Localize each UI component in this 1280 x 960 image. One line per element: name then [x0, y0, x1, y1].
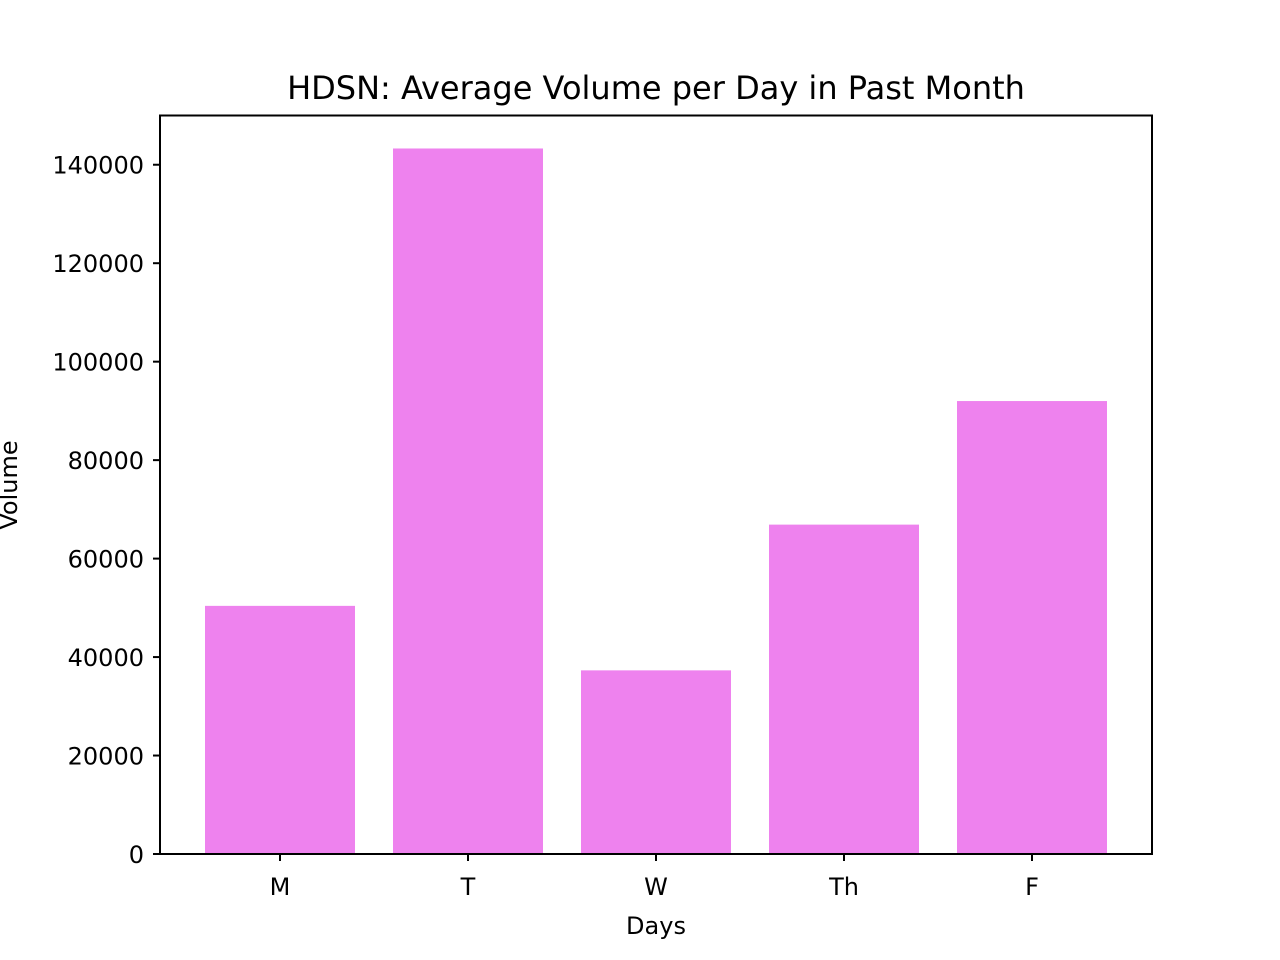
bar-t	[393, 148, 543, 854]
y-axis-label: Volume	[0, 440, 23, 529]
y-tick-label: 120000	[52, 250, 144, 278]
y-axis: 0 20000 40000 60000 80000 100000 120000 140000	[52, 152, 160, 869]
x-axis: M T W Th F	[270, 854, 1039, 901]
y-tick-label: 0	[129, 841, 144, 869]
bar-f	[957, 401, 1107, 854]
y-tick-label: 80000	[68, 447, 144, 475]
y-tick-label: 100000	[52, 349, 144, 377]
bars-group	[205, 148, 1107, 854]
x-tick-label: W	[644, 873, 668, 901]
y-tick-label: 60000	[68, 546, 144, 574]
bar-m	[205, 605, 355, 854]
bar-th	[769, 524, 919, 854]
x-tick-label: T	[460, 873, 476, 901]
chart-title: HDSN: Average Volume per Day in Past Mon…	[287, 69, 1025, 107]
y-tick-label: 140000	[52, 152, 144, 180]
bar-w	[581, 670, 731, 854]
y-tick-label: 20000	[68, 743, 144, 771]
plot-frame	[159, 114, 1153, 855]
y-tick-label: 40000	[68, 644, 144, 672]
x-tick-label: Th	[828, 873, 859, 901]
x-tick-label: F	[1025, 873, 1039, 901]
x-tick-label: M	[270, 873, 291, 901]
x-axis-label: Days	[626, 912, 686, 940]
